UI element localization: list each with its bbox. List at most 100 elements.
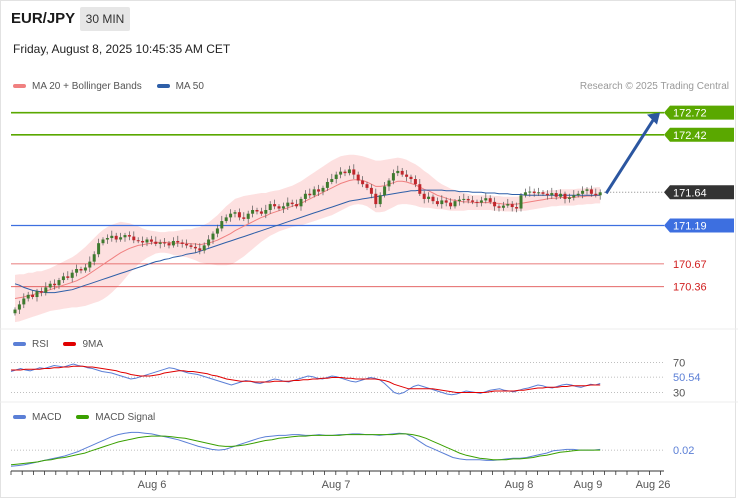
candle-body: [97, 243, 101, 255]
candle-body: [44, 287, 48, 293]
legend-macd-label: MACD: [32, 412, 62, 423]
candle-body: [528, 191, 532, 193]
candle-body: [154, 241, 158, 244]
candle-body: [510, 204, 514, 208]
legend-rsi-label: RSI: [32, 339, 49, 350]
candle-body: [431, 196, 435, 202]
macd-level-label: 0.02: [673, 445, 694, 457]
macd-swatch-icon: [13, 415, 26, 420]
candle-body: [321, 187, 325, 192]
candle-body: [440, 200, 444, 205]
candle-body: [180, 242, 184, 244]
candle-body: [391, 173, 395, 181]
resistance-label: 172.42: [673, 130, 707, 142]
candle-body: [383, 186, 387, 196]
pivot-label: 171.19: [673, 220, 707, 232]
timeframe-button[interactable]: 30 MIN: [80, 7, 130, 31]
candle-body: [352, 169, 356, 175]
candle-body: [57, 280, 61, 286]
candle-body: [35, 291, 39, 298]
legend-macd-signal-label: MACD Signal: [95, 412, 156, 423]
candle-body: [70, 272, 74, 278]
candle-body: [83, 267, 87, 271]
candle-body: [207, 239, 211, 246]
candle-body: [105, 238, 109, 240]
candle-body: [202, 245, 206, 251]
resistance-tag: [664, 127, 734, 142]
candle-body: [171, 240, 175, 246]
candle-body: [563, 193, 567, 199]
rsi-legend: RSI 9MA: [13, 339, 103, 350]
candle-body: [312, 189, 316, 196]
resistance-tag: [664, 105, 734, 120]
resistance-label: 172.72: [673, 108, 707, 120]
macd-legend: MACD MACD Signal: [13, 412, 155, 423]
candle-body: [251, 210, 255, 214]
candle-body: [466, 198, 470, 201]
candle-body: [378, 195, 382, 205]
x-tick-label: Aug 7: [322, 479, 351, 491]
candle-body: [413, 179, 417, 185]
candle-body: [585, 189, 589, 191]
candle-body: [48, 283, 52, 288]
candle-body: [17, 304, 21, 310]
candle-body: [334, 174, 338, 180]
x-tick-label: Aug 9: [574, 479, 603, 491]
candle-body: [576, 193, 580, 196]
candle-body: [149, 239, 153, 242]
candle-body: [198, 248, 202, 251]
macd-signal-swatch-icon: [76, 415, 90, 420]
candle-body: [299, 198, 303, 207]
candle-body: [387, 180, 391, 187]
candle-body: [39, 291, 43, 293]
candle-body: [229, 213, 233, 218]
candle-body: [13, 309, 17, 314]
candle-body: [26, 294, 30, 299]
candle-body: [141, 240, 145, 243]
candle-body: [158, 242, 162, 244]
candle-body: [224, 217, 228, 222]
legend-ma50-label: MA 50: [175, 81, 204, 92]
candle-body: [523, 192, 527, 196]
rsi-ma-swatch-icon: [63, 342, 77, 347]
candle-body: [374, 193, 378, 205]
rsi-line: [10, 363, 601, 396]
candle-body: [264, 210, 268, 214]
candle-body: [369, 187, 373, 194]
candle-body: [365, 184, 369, 188]
candle-body: [317, 189, 321, 192]
candle-body: [79, 269, 83, 271]
candle-body: [119, 237, 123, 240]
candle-body: [471, 200, 475, 202]
candle-body: [559, 193, 563, 197]
candle-body: [325, 181, 329, 188]
candle-body: [347, 169, 351, 174]
candle-body: [343, 171, 347, 174]
candle-body: [594, 193, 598, 196]
candle-body: [449, 202, 453, 207]
candle-body: [75, 269, 79, 273]
candle-body: [361, 180, 365, 185]
rsi-swatch-icon: [13, 342, 26, 347]
candle-body: [422, 193, 426, 199]
candle-body: [53, 283, 57, 286]
candle-body: [457, 199, 461, 202]
candle-body: [88, 261, 92, 268]
candle-body: [396, 170, 400, 174]
candle-body: [295, 204, 299, 207]
macd-line: [10, 431, 601, 467]
candle-body: [127, 235, 131, 237]
candle-body: [290, 202, 294, 205]
candle-body: [66, 276, 70, 278]
candle-body: [330, 179, 334, 182]
candle-body: [581, 190, 585, 194]
candle-body: [519, 195, 523, 209]
candle-body: [501, 205, 505, 208]
candle-body: [237, 212, 241, 218]
candle-body: [242, 217, 246, 219]
candle-body: [61, 276, 65, 281]
candle-body: [572, 195, 576, 198]
rsi-ma-line: [11, 365, 601, 393]
